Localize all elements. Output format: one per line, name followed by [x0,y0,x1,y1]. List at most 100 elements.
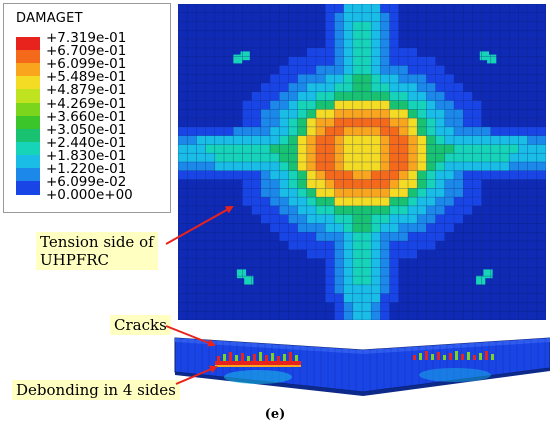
contour-cell [463,232,473,242]
contour-cell [490,47,501,57]
contour-cell [205,12,216,22]
slab-side-view [173,332,550,400]
contour-cell [352,83,363,93]
contour-cell [178,284,188,294]
contour-cell [196,188,206,198]
contour-cell [352,47,363,57]
contour-cell [214,205,225,215]
contour-cell [196,74,206,84]
contour-cell [371,232,381,242]
contour-cell [362,170,372,180]
contour-cell [325,249,335,259]
contour-cell [527,205,538,215]
contour-cell [270,153,280,163]
contour-cell [398,232,409,242]
contour-cell [224,241,234,251]
contour-cell [389,267,400,277]
contour-cell [205,74,216,84]
contour-cell [187,267,197,277]
contour-cell [325,276,335,286]
contour-cell [389,4,400,14]
contour-cell [316,56,326,66]
contour-cell [362,197,372,207]
contour-cell [196,214,206,224]
contour-cell [454,126,464,136]
contour-cell [444,144,455,154]
contour-cell [214,65,225,75]
contour-cell [417,126,427,136]
contour-cell [380,39,390,49]
contour-cell [334,56,344,66]
contour-cell [500,135,510,145]
contour-cell [536,276,546,286]
contour-cell [362,65,372,75]
contour-cell [463,267,473,277]
contour-cell [435,311,446,320]
contour-cell [527,293,538,303]
contour-cell [325,302,335,312]
contour-cell [500,284,510,294]
contour-cell [334,47,344,57]
contour-cell [224,284,234,294]
contour-cell [334,241,344,251]
contour-cell [463,12,473,22]
contour-cell [297,232,308,242]
contour-cell [224,91,234,101]
contour-cell [536,249,546,259]
contour-cell [279,21,289,31]
contour-cell [187,12,197,22]
contour-cell [371,4,381,14]
contour-cell [352,179,363,189]
contour-cell [325,91,335,101]
contour-cell [454,188,464,198]
contour-cell [224,47,234,57]
contour-cell [426,188,436,198]
contour-cell [454,205,464,215]
contour-cell [536,126,546,136]
contour-cell [242,21,252,31]
contour-cell [490,302,501,312]
legend-swatch [16,181,40,195]
contour-cell [463,74,473,84]
contour-cell [362,179,372,189]
contour-cell [334,83,344,93]
contour-cell [536,144,546,154]
contour-cell [343,249,354,259]
contour-cell [362,144,372,154]
contour-cell [334,100,344,110]
contour-cell [187,223,197,233]
contour-cell [196,109,206,119]
contour-cell [242,162,252,172]
contour-cell [362,118,372,128]
contour-cell [242,74,252,84]
contour-cell [398,205,409,215]
contour-cell [454,100,464,110]
contour-cell [214,267,225,277]
contour-cell [509,100,519,110]
contour-cell [481,74,492,84]
contour-cell [343,205,354,215]
contour-cell [490,223,501,233]
contour-cell [472,162,482,172]
contour-cell [527,144,538,154]
contour-cell [242,179,252,189]
contour-cell [196,241,206,251]
contour-cell [444,241,455,251]
contour-cell [270,241,280,251]
contour-cell [417,162,427,172]
contour-cell [371,284,381,294]
contour-cell [509,214,519,224]
contour-cell [362,258,372,268]
contour-cell [481,162,492,172]
contour-cell [334,30,344,40]
contour-cell [463,56,473,66]
contour-cell [316,74,326,84]
contour-cell [518,232,528,242]
contour-cell [343,188,354,198]
contour-cell [527,241,538,251]
contour-cell [224,249,234,259]
contour-cell [408,74,418,84]
contour-cell [242,232,252,242]
contour-cell [270,39,280,49]
contour-cell [242,100,252,110]
